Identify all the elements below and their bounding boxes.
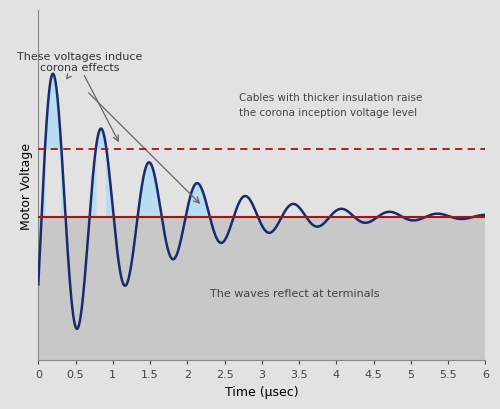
Text: Cables with thicker insulation raise
the corona inception voltage level: Cables with thicker insulation raise the… bbox=[240, 93, 423, 117]
Y-axis label: Motor Voltage: Motor Voltage bbox=[20, 142, 32, 229]
Text: The waves reflect at terminals: The waves reflect at terminals bbox=[210, 288, 379, 298]
Text: These voltages induce
corona effects: These voltages induce corona effects bbox=[16, 52, 142, 79]
X-axis label: Time (μsec): Time (μsec) bbox=[225, 385, 298, 398]
Bar bbox=[38, 11, 486, 217]
